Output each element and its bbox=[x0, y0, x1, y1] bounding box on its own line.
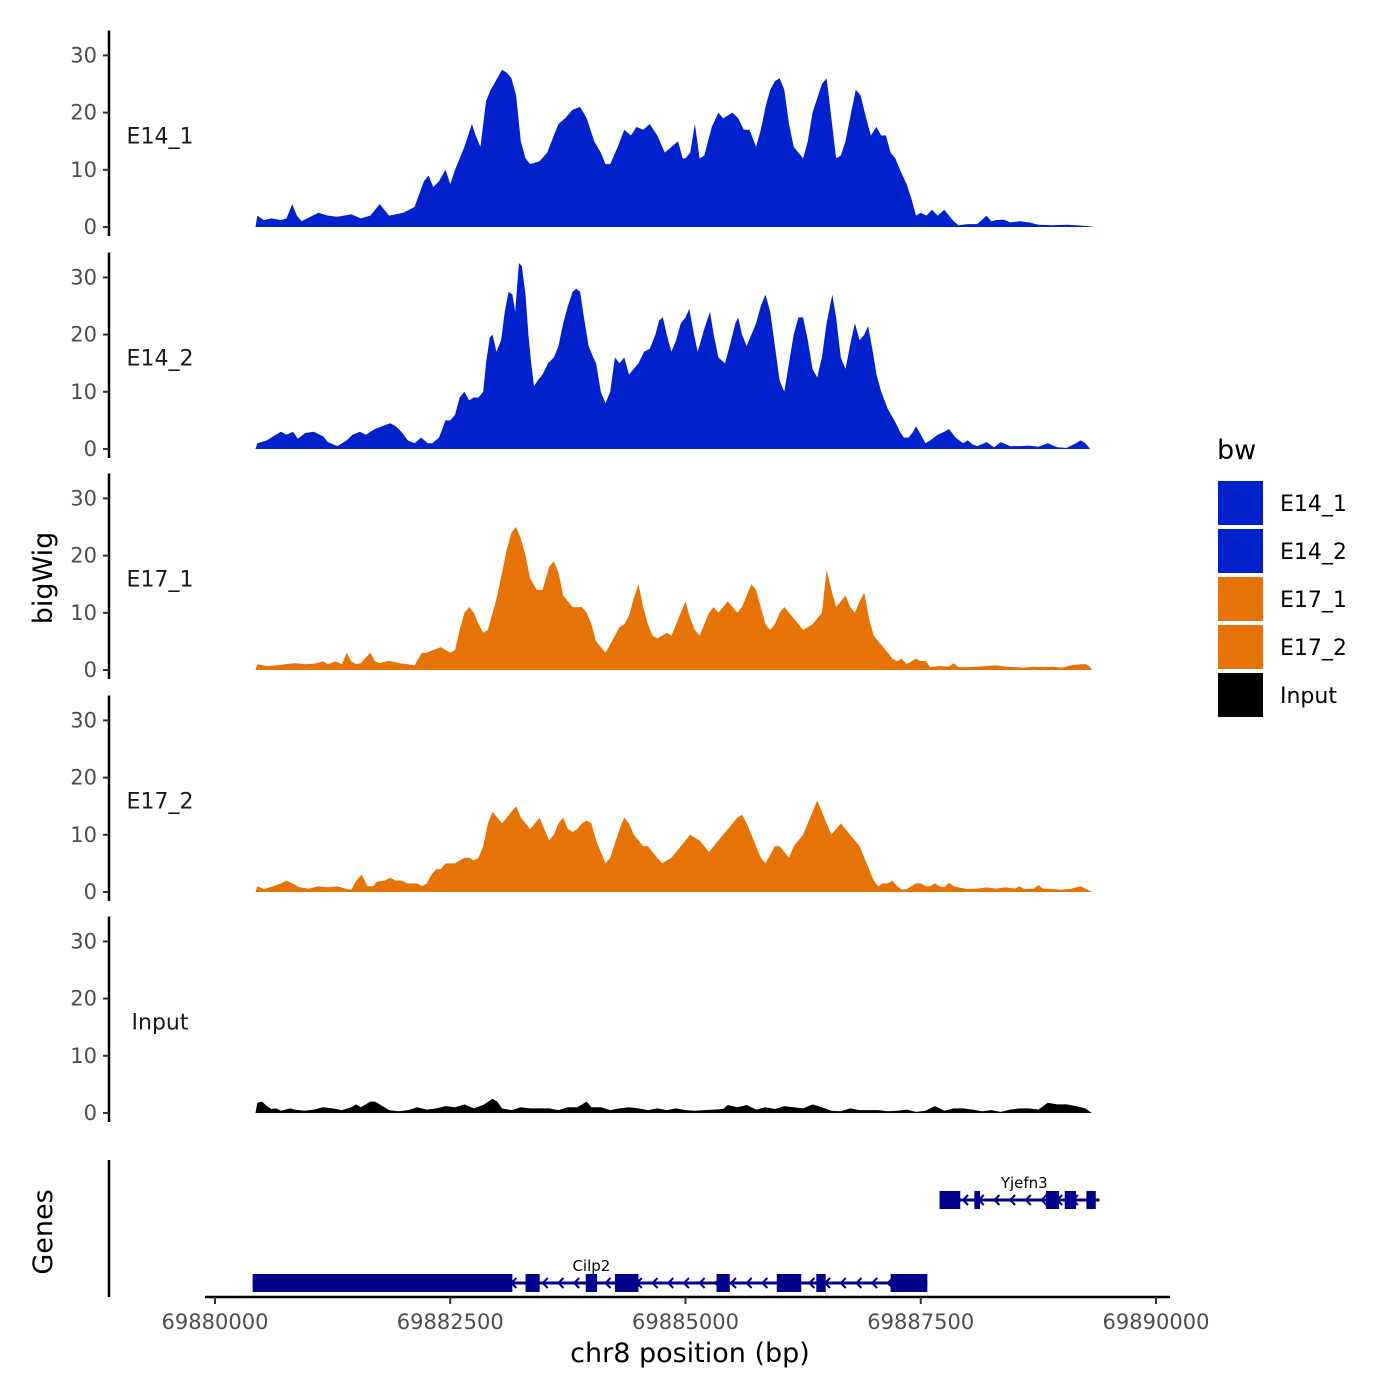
exon-block bbox=[940, 1191, 961, 1209]
signal-area bbox=[256, 1099, 1093, 1113]
y-tick-label: 20 bbox=[70, 544, 97, 568]
track-label: E17_2 bbox=[127, 789, 194, 814]
legend-label: Input bbox=[1280, 684, 1337, 709]
y-tick-label: 10 bbox=[70, 1044, 97, 1068]
exon-block bbox=[891, 1274, 928, 1292]
x-tick-label: 69885000 bbox=[632, 1310, 739, 1334]
exon-block bbox=[615, 1274, 639, 1292]
y-tick-label: 20 bbox=[70, 987, 97, 1011]
legend-label: E14_2 bbox=[1280, 540, 1347, 565]
legend: bw E14_1 E14_2 E17_1 E17_2 Input bbox=[1217, 435, 1347, 717]
legend-label: E17_1 bbox=[1280, 588, 1347, 613]
legend-swatch bbox=[1218, 673, 1263, 717]
track-e14-2: 0 10 20 30 E14_2 bbox=[70, 253, 1090, 461]
legend-swatch bbox=[1218, 529, 1263, 573]
exon-block bbox=[526, 1274, 540, 1292]
exon-block bbox=[777, 1274, 801, 1292]
track-label: Input bbox=[132, 1010, 189, 1035]
signal-tracks: 0 10 20 30 E14_1 0 10 20 30 E14_2 0 10 20 30 E17_1 0 10 2… bbox=[70, 31, 1095, 1125]
y-tick-label: 10 bbox=[70, 380, 97, 404]
gene-cilp2: Cilp2 bbox=[253, 1257, 928, 1292]
signal-area bbox=[256, 527, 1093, 670]
track-e17-2: 0 10 20 30 E17_2 bbox=[70, 696, 1092, 904]
exon-block bbox=[974, 1191, 980, 1209]
y-tick-label: 0 bbox=[84, 658, 97, 682]
x-axis-title: chr8 position (bp) bbox=[570, 1338, 810, 1369]
y-tick-label: 10 bbox=[70, 158, 97, 182]
signal-area bbox=[256, 263, 1091, 449]
y-tick-label: 0 bbox=[84, 880, 97, 904]
exon-block bbox=[586, 1274, 597, 1292]
x-tick-label: 69890000 bbox=[1103, 1310, 1210, 1334]
y-tick-label: 10 bbox=[70, 823, 97, 847]
y-tick-label: 0 bbox=[84, 1101, 97, 1125]
x-tick-label: 69880000 bbox=[162, 1310, 269, 1334]
gene-track: Yjefn3 Cilp2 bbox=[109, 1160, 1100, 1297]
y-tick-label: 20 bbox=[70, 766, 97, 790]
y-tick-label: 30 bbox=[70, 486, 97, 510]
track-label: E14_2 bbox=[127, 346, 194, 371]
y-axis-title: bigWig bbox=[28, 532, 59, 625]
exon-block bbox=[253, 1274, 513, 1292]
legend-swatch bbox=[1218, 577, 1263, 621]
gene-label: Yjefn3 bbox=[1000, 1174, 1048, 1192]
exon-block bbox=[816, 1274, 825, 1292]
y-tick-label: 0 bbox=[84, 215, 97, 239]
legend-swatch bbox=[1218, 625, 1263, 669]
legend-label: E14_1 bbox=[1280, 492, 1347, 517]
y-tick-label: 0 bbox=[84, 437, 97, 461]
y-tick-label: 30 bbox=[70, 708, 97, 732]
signal-area bbox=[256, 801, 1093, 893]
legend-title: bw bbox=[1217, 435, 1256, 466]
exon-block bbox=[1086, 1191, 1095, 1209]
genome-track-chart: 0 10 20 30 E14_1 0 10 20 30 E14_2 0 10 20 30 E17_1 0 10 2… bbox=[0, 0, 1400, 1400]
legend-swatch bbox=[1218, 481, 1263, 525]
y-tick-label: 20 bbox=[70, 101, 97, 125]
exon-block bbox=[1065, 1191, 1076, 1209]
track-e17-1: 0 10 20 30 E17_1 bbox=[70, 474, 1092, 682]
gene-yjefn3: Yjefn3 bbox=[940, 1174, 1100, 1209]
legend-label: E17_2 bbox=[1280, 636, 1347, 661]
y-tick-label: 30 bbox=[70, 43, 97, 67]
track-label: E14_1 bbox=[127, 124, 194, 149]
y-tick-label: 20 bbox=[70, 323, 97, 347]
signal-area bbox=[256, 70, 1095, 227]
exon-block bbox=[1046, 1191, 1059, 1209]
x-tick-label: 69882500 bbox=[397, 1310, 504, 1334]
track-e14-1: 0 10 20 30 E14_1 bbox=[70, 31, 1095, 239]
y-tick-label: 10 bbox=[70, 601, 97, 625]
track-label: E17_1 bbox=[127, 567, 194, 592]
x-axis: 69880000 69882500 69885000 69887500 69890000 bbox=[162, 1297, 1210, 1334]
y-tick-label: 30 bbox=[70, 929, 97, 953]
x-tick-label: 69887500 bbox=[867, 1310, 974, 1334]
track-input: 0 10 20 30 Input bbox=[70, 917, 1092, 1125]
genes-axis-title: Genes bbox=[28, 1189, 59, 1274]
y-tick-label: 30 bbox=[70, 265, 97, 289]
gene-label: Cilp2 bbox=[572, 1257, 610, 1275]
exon-block bbox=[717, 1274, 730, 1292]
